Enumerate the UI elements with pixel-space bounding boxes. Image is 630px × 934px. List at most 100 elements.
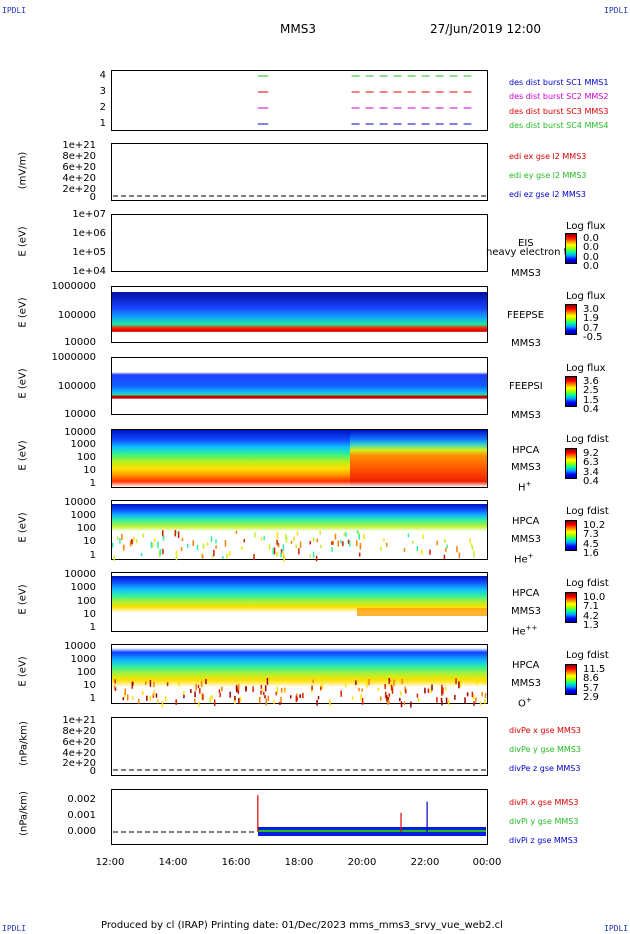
spectrogram-count-speck [479,701,482,706]
y-axis-label: (nPa/km) [18,791,30,836]
spectrogram-count-speck [218,689,221,693]
legend-entry: edi ex gse l2 MMS3 [509,152,587,161]
hpca-oplus-panel [111,644,488,708]
y-tick: 8e+20 [62,151,96,162]
spectrogram-count-speck [175,555,178,561]
y-tick: 1 [99,118,106,129]
spectrogram-count-speck [471,545,474,551]
spectrogram-count-speck [366,684,368,688]
colorbar-value: 11.5 [583,664,606,675]
spectrogram-count-speck [295,695,298,702]
hpca-heplusplus-panel [111,572,488,632]
spectrogram-count-speck [405,689,407,694]
y-tick: 6e+20 [62,162,96,173]
instrument-name: FEEPSE [507,310,545,321]
feepsi-spectrogram [112,358,487,414]
spectrogram-count-speck [280,687,283,693]
spectrogram-count-speck [186,543,189,548]
spectrogram-count-speck [447,699,450,706]
spectrogram-count-speck [234,697,236,705]
y-tick: 1e+21 [62,140,96,151]
y-axis-label: (mV/m) [17,151,29,190]
feepse-panel [111,286,488,343]
spectrogram-count-speck [264,695,266,699]
spectrogram-count-speck [279,701,281,705]
x-tick: 18:00 [284,857,314,868]
spectrogram-count-speck [155,693,158,698]
y-tick: 3 [99,86,106,97]
species-charge: ++ [525,624,538,632]
spectrogram-count-speck [377,687,380,691]
spectrogram-count-speck [237,683,240,690]
spectrogram-count-speck [363,534,365,540]
legend-entry: des dist burst SC1 MMS1 [509,78,609,87]
spectrogram-count-speck [384,684,386,690]
spectrogram-count-speck [483,679,486,685]
spectrogram-count-speck [390,684,393,691]
spectrogram-count-speck [282,552,285,559]
spectrogram-count-speck [131,696,134,700]
spectrogram-count-speck [142,533,145,538]
spectrogram-count-speck [202,543,205,549]
spectrogram-count-speck [384,691,387,699]
spectrogram-count-speck [295,544,297,549]
y-axis-label: E (eV) [17,297,29,328]
y-tick: 4 [99,70,106,81]
spectrogram-count-speck [340,690,342,697]
y-tick: 2e+20 [62,758,96,769]
spectrogram-count-speck [443,554,446,560]
spectrogram-count-speck [213,549,215,557]
spectrogram-count-speck [211,554,214,558]
spectrogram-count-speck [181,537,184,542]
colorbar-value: 10.0 [583,592,606,603]
spectrogram-count-speck [145,681,147,685]
spectrogram-count-speck [124,688,127,695]
spacecraft-label: MMS3 [511,410,541,421]
spectrogram-count-speck [113,685,116,690]
y-axis-label: E (eV) [17,512,29,543]
colorbar-title: Log fdist [566,650,609,661]
spectrogram-count-speck [320,544,322,549]
spectrogram-count-speck [273,547,276,555]
spacecraft-label: MMS3 [511,534,541,545]
colorbar-value: 1.3 [583,620,599,631]
spectrogram-count-speck [221,686,223,692]
legend-entry: divPi y gse MMS3 [509,817,579,826]
spectrogram-count-speck [253,553,255,560]
spectrogram-count-speck [470,543,473,547]
spacecraft-label: MMS3 [511,678,541,689]
colorbar-value: 1.6 [583,548,599,559]
spectrogram-count-speck [272,548,274,555]
hpca-oplus-spectrogram [112,648,487,708]
species-charge: + [525,696,532,704]
spectrogram-count-speck [355,680,357,685]
y-tick: 1 [89,693,96,704]
colorbar [565,520,577,551]
y-tick: 1e+04 [72,266,106,277]
spectrogram-count-speck [153,690,155,697]
colorbar [565,233,577,264]
spectrogram-count-speck [275,691,278,696]
spectrogram-count-speck [219,692,221,698]
spectrogram-count-speck [238,697,240,704]
spectrogram-count-speck [164,695,167,702]
species-symbol: O [518,698,526,710]
spectrogram-count-speck [260,690,262,695]
spectrogram-count-speck [469,538,471,544]
spectrogram-count-speck [347,539,350,544]
colorbar-value: 0.0 [583,233,599,244]
spectrogram-count-speck [484,693,487,698]
spectrogram-count-speck [183,694,185,699]
spectrogram-count-speck [319,530,321,535]
spectrogram-count-speck [206,542,209,546]
legend-entry: divPe y gse MMS3 [509,745,581,754]
hpca-heplusplus-spectrogram [112,576,487,628]
spectrogram-count-speck [260,684,263,689]
spectrogram-count-speck [399,697,401,702]
divpi-plot [113,795,486,836]
colorbar-value: 0.0 [583,261,599,272]
spectrogram-count-speck [400,701,403,708]
species-charge: + [525,480,532,488]
spectrogram-count-speck [196,544,199,551]
spectrogram-count-speck [422,534,425,540]
